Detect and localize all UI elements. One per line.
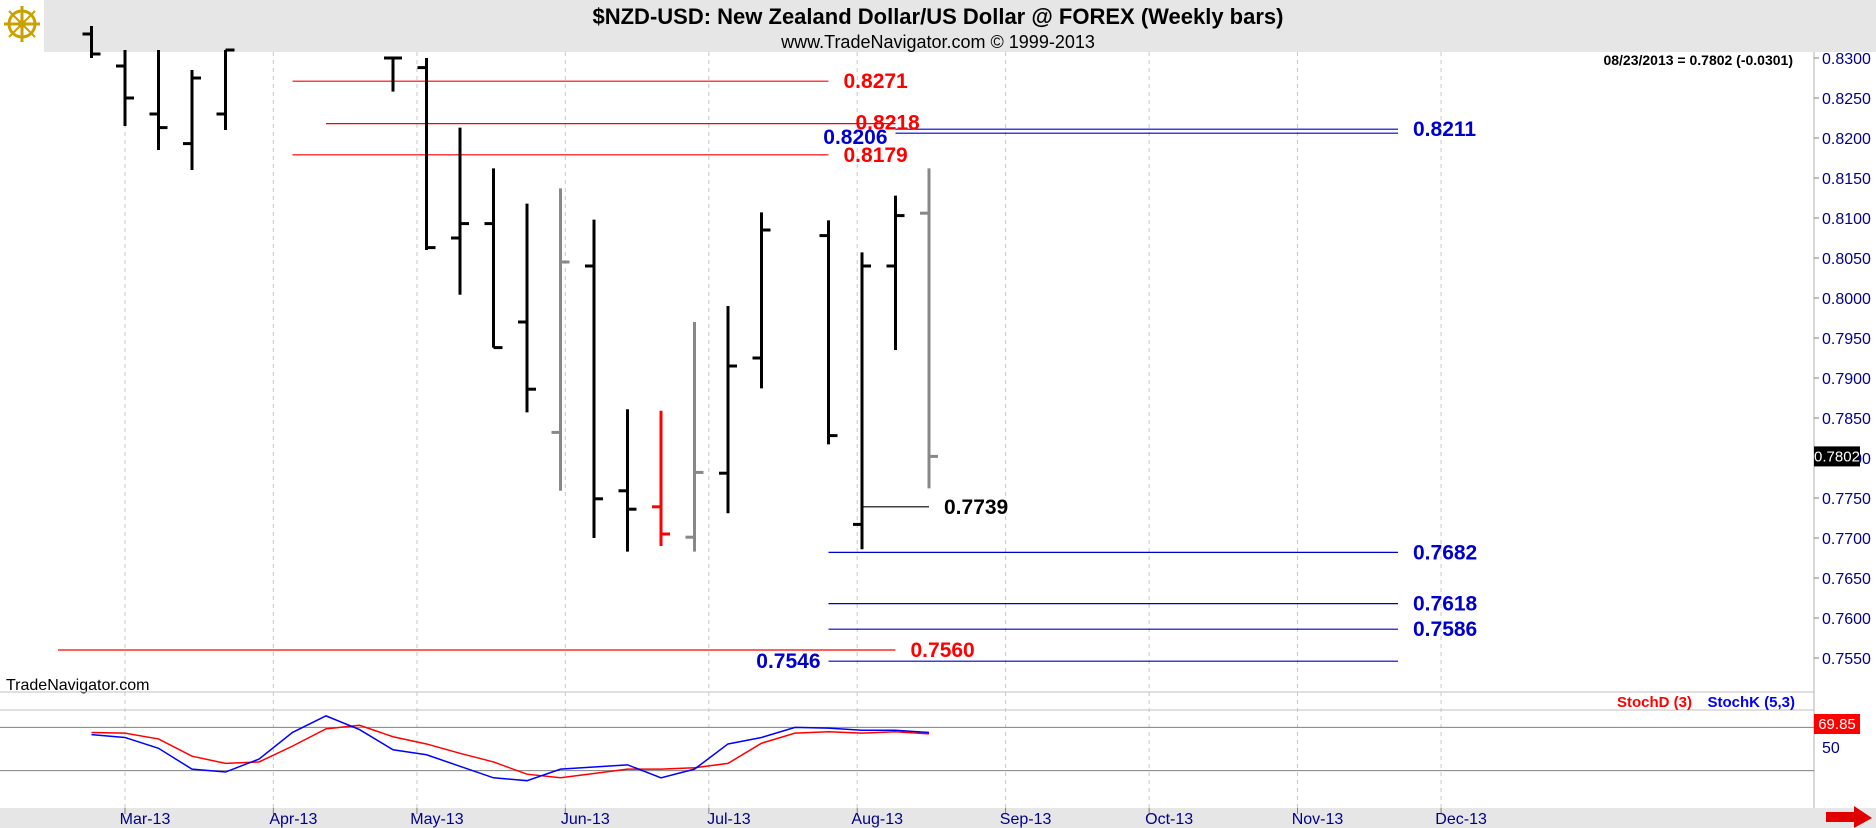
date-tick-label: May-13 bbox=[410, 811, 463, 828]
price-tick-label: 0.8100 bbox=[1822, 211, 1871, 228]
ohlc-bar bbox=[752, 212, 771, 389]
date-tick-label: Nov-13 bbox=[1292, 811, 1344, 828]
ohlc-bar bbox=[920, 168, 938, 489]
ohlc-bar bbox=[417, 58, 436, 250]
stoch-line-stochd bbox=[91, 724, 930, 779]
ohlc-bar bbox=[551, 188, 570, 491]
date-tick-label: Aug-13 bbox=[851, 811, 903, 828]
stoch-value-tag bbox=[1814, 714, 1860, 734]
chart-subtitle: www.TradeNavigator.com © 1999-2013 bbox=[780, 32, 1095, 52]
price-tick-label: 0.8300 bbox=[1822, 51, 1871, 68]
ohlc-bar bbox=[685, 322, 704, 552]
ohlc-bar bbox=[216, 48, 235, 130]
price-panel bbox=[0, 52, 1814, 692]
stoch-value-label: 69.85 bbox=[1818, 716, 1856, 733]
level-label-0.8271: 0.8271 bbox=[844, 70, 909, 93]
header-bar bbox=[0, 0, 1876, 52]
vertical-grid bbox=[124, 52, 1442, 808]
ohlc-bar bbox=[384, 56, 402, 92]
stoch-line-stochk bbox=[91, 715, 930, 782]
ohlc-bar bbox=[618, 409, 637, 552]
level-label-0.8179: 0.8179 bbox=[844, 144, 908, 167]
ohlc-bar bbox=[183, 70, 201, 170]
date-tick-label: Jul-13 bbox=[707, 811, 751, 828]
ship-wheel-logo-icon bbox=[0, 0, 44, 52]
ohlc-bar bbox=[853, 252, 871, 550]
price-bars bbox=[82, 26, 938, 552]
date-axis-bar bbox=[0, 808, 1876, 828]
right-arrow-icon[interactable] bbox=[1826, 806, 1872, 828]
date-tick-label: Oct-13 bbox=[1145, 811, 1193, 828]
ohlc-bar bbox=[585, 219, 603, 538]
level-label-0.7560: 0.7560 bbox=[911, 639, 975, 662]
level-label-0.8206: 0.8206 bbox=[823, 126, 887, 149]
stoch-tick-50: 50 bbox=[1822, 740, 1840, 757]
date-axis: Mar-13 Apr-13 May-13 Jun-13 Jul-13 Aug-13 Sep-… bbox=[120, 808, 1487, 828]
level-label-0.8211: 0.8211 bbox=[1413, 118, 1476, 141]
price-tick-label: 0.7750 bbox=[1822, 491, 1871, 508]
ohlc-bar bbox=[451, 127, 469, 295]
ohlc-bar bbox=[819, 220, 838, 445]
price-tick-label: 0.8150 bbox=[1822, 171, 1871, 188]
ohlc-bar bbox=[518, 203, 536, 413]
ohlc-bar bbox=[82, 26, 101, 58]
date-tick-label: Sep-13 bbox=[1000, 811, 1052, 828]
last-quote: 08/23/2013 = 0.7802 (-0.0301) bbox=[1603, 52, 1793, 68]
date-tick-label: Dec-13 bbox=[1435, 811, 1487, 828]
level-label-0.8218: 0.8218 bbox=[856, 112, 921, 135]
current-price-label: 0.7802 bbox=[1814, 448, 1860, 465]
ohlc-bar bbox=[149, 50, 168, 150]
level-label-0.7739: 0.7739 bbox=[944, 496, 1008, 519]
price-tick-label: 0.7900 bbox=[1822, 371, 1871, 388]
price-tick-label: 0.7950 bbox=[1822, 331, 1871, 348]
price-tick-label: 0.8000 bbox=[1822, 291, 1871, 308]
level-lines bbox=[58, 80, 1398, 662]
date-tick-label: Jun-13 bbox=[561, 811, 610, 828]
chart-title: $NZD-USD: New Zealand Dollar/US Dollar @… bbox=[593, 4, 1284, 29]
level-label-0.7618: 0.7618 bbox=[1413, 593, 1478, 616]
level-label-0.7546: 0.7546 bbox=[756, 650, 820, 673]
ohlc-bar bbox=[484, 168, 503, 350]
price-tick-label: 0.8200 bbox=[1822, 131, 1871, 148]
watermark-label: TradeNavigator.com bbox=[6, 677, 149, 694]
price-tick-label: 0.8050 bbox=[1822, 251, 1871, 268]
date-tick-label: Mar-13 bbox=[120, 811, 171, 828]
ohlc-bar bbox=[886, 195, 905, 350]
stoch-k-legend: StochK (5,3) bbox=[1707, 694, 1795, 711]
price-tick-label: 0.7550 bbox=[1822, 651, 1871, 668]
ohlc-bar bbox=[652, 410, 670, 546]
ohlc-bar bbox=[719, 306, 737, 514]
date-tick-label: Apr-13 bbox=[269, 811, 317, 828]
level-label-0.7586: 0.7586 bbox=[1413, 618, 1477, 641]
price-tick-label: 0.7600 bbox=[1822, 611, 1871, 628]
price-tick-label: 0.7700 bbox=[1822, 531, 1871, 548]
price-tick-label: 0.7650 bbox=[1822, 571, 1871, 588]
level-label-0.7682: 0.7682 bbox=[1413, 541, 1477, 564]
price-tick-label: 0.7850 bbox=[1822, 411, 1871, 428]
stoch-d-legend: StochD (3) bbox=[1617, 694, 1692, 711]
stochastic-panel bbox=[0, 715, 1814, 782]
ohlc-bar bbox=[116, 50, 134, 126]
price-tick-label: 0.8250 bbox=[1822, 91, 1871, 108]
current-price-tag: 0.7802 bbox=[1814, 446, 1860, 467]
